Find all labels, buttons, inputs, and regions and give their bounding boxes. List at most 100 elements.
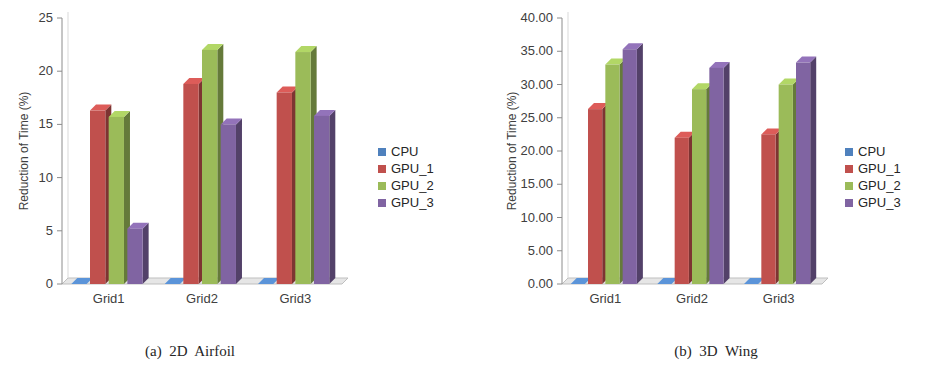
y-tick-label: 0: [46, 276, 53, 291]
bar: [183, 84, 198, 284]
bar-top: [314, 110, 335, 116]
bar: [779, 85, 793, 285]
back-wall-edge: [568, 12, 569, 278]
y-axis: [62, 18, 63, 284]
bar-top: [675, 132, 695, 138]
bar-top: [277, 86, 298, 92]
bars: [571, 43, 817, 284]
legend-swatch: [845, 199, 853, 207]
bar: [71, 284, 86, 285]
bar-side: [236, 118, 242, 284]
bar-top: [183, 78, 204, 84]
y-tick-label: 5.00: [528, 243, 553, 258]
bar: [295, 52, 310, 284]
bar: [796, 63, 810, 284]
bar: [221, 124, 236, 284]
bar: [623, 49, 637, 284]
y-tick-label: 10.00: [520, 210, 553, 225]
y-tick-label: 30.00: [520, 77, 553, 92]
back-wall-edge: [68, 12, 69, 278]
bar-side: [810, 57, 816, 284]
y-tick-label: 25.00: [520, 110, 553, 125]
bar-side: [724, 62, 730, 284]
legend-label: GPU_3: [391, 195, 434, 210]
bar-top: [761, 128, 781, 134]
bar: [588, 109, 602, 284]
bar-side: [329, 110, 335, 284]
legend: CPUGPU_1GPU_2GPU_3: [845, 144, 901, 210]
legend-label: GPU_1: [858, 161, 901, 176]
bar: [571, 284, 585, 285]
y-tick: [57, 177, 62, 178]
bar-top: [109, 111, 130, 117]
legend-swatch: [378, 182, 386, 190]
y-tick: [557, 51, 562, 52]
y-tick: [557, 184, 562, 185]
legend-swatch: [845, 148, 853, 156]
canvas: 0510152025Reduction of Time (%)Grid1Grid…: [0, 0, 939, 378]
legend: CPU GPU_1 GPU_2 GPU_3: [378, 144, 434, 210]
y-tick-label: 10: [39, 170, 53, 185]
caption: (b) 3D Wing: [674, 343, 758, 360]
y-tick-label: 20: [39, 63, 53, 78]
bar: [709, 68, 723, 284]
bar-top: [221, 118, 242, 124]
y-tick: [57, 124, 62, 125]
legend-label: CPU: [391, 144, 418, 159]
y-tick-label: 15.00: [520, 176, 553, 191]
y-tick-label: 5: [46, 223, 53, 238]
bars: [71, 44, 335, 284]
y-tick: [57, 18, 62, 19]
x-tick-label: Grid2: [186, 291, 218, 306]
bar: [127, 229, 142, 284]
bar-side: [143, 223, 149, 284]
bar-top: [127, 223, 148, 229]
y-tick: [57, 71, 62, 72]
bar: [258, 284, 273, 285]
bar: [202, 50, 217, 284]
bar-top: [90, 105, 111, 111]
legend-label: GPU_2: [391, 178, 434, 193]
legend-swatch: [378, 148, 386, 156]
y-tick: [57, 284, 62, 285]
x-tick-label: Grid1: [589, 291, 621, 306]
bar: [314, 116, 329, 284]
y-axis-label: Reduction of Time (%): [505, 92, 519, 211]
bar-top: [744, 278, 764, 284]
bar-top: [779, 79, 799, 85]
bar-top: [796, 57, 816, 63]
y-tick: [557, 284, 562, 285]
legend-label: GPU_3: [858, 195, 901, 210]
y-tick: [557, 250, 562, 251]
x-tick-label: Grid1: [93, 291, 125, 306]
bar: [657, 284, 671, 285]
bar: [692, 89, 706, 284]
x-tick-label: Grid2: [676, 291, 708, 306]
bar: [90, 111, 105, 284]
legend-label: GPU_2: [858, 178, 901, 193]
bar-top: [71, 278, 92, 284]
chart: 0.005.0010.0015.0020.0025.0030.0035.0040…: [505, 10, 901, 360]
legend-swatch: [378, 165, 386, 173]
y-tick-label: 20.00: [520, 143, 553, 158]
y-tick-label: 15: [39, 116, 53, 131]
y-tick: [557, 151, 562, 152]
bar: [277, 92, 292, 284]
y-tick: [557, 84, 562, 85]
y-tick: [557, 18, 562, 19]
legend-swatch: [378, 199, 386, 207]
bar-top: [258, 278, 279, 284]
bar-top: [692, 83, 712, 89]
bar: [605, 65, 619, 284]
bar-top: [202, 44, 223, 50]
legend-label: GPU_1: [391, 161, 434, 176]
y-tick-label: 0.00: [528, 276, 553, 291]
bar: [761, 134, 775, 284]
bar-top: [295, 46, 316, 52]
bar: [744, 284, 758, 285]
y-tick-label: 40.00: [520, 10, 553, 25]
bar-top: [657, 278, 677, 284]
bar-top: [571, 278, 591, 284]
legend-swatch: [845, 165, 853, 173]
bar-top: [165, 278, 186, 284]
